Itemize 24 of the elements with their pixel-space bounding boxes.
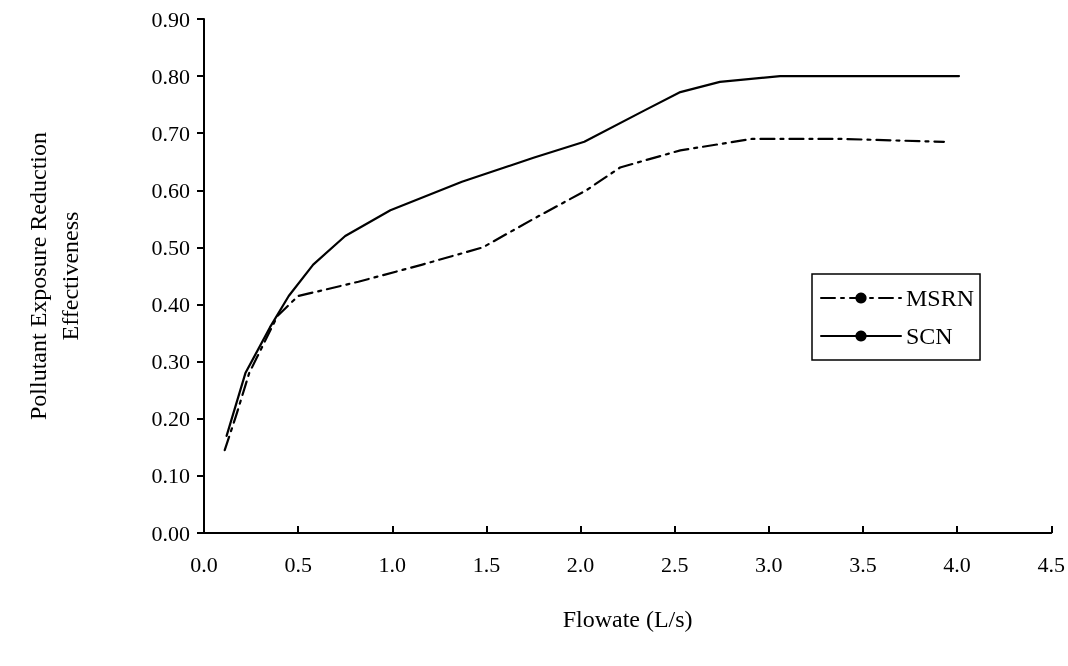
- x-tick-label: 2.5: [660, 551, 689, 577]
- y-tick-label: 0.30: [151, 349, 190, 375]
- y-tick-label: 0.10: [151, 463, 190, 489]
- x-tick-label: 2.0: [566, 551, 595, 577]
- y-tick-label: 0.90: [151, 6, 190, 32]
- x-tick-label: 1.0: [378, 551, 407, 577]
- y-axis-title: Pollutant Exposure Reduction Effectiveness: [25, 132, 83, 420]
- x-tick-label: 3.0: [755, 551, 783, 577]
- y-tick-label: 0.70: [151, 120, 190, 146]
- x-tick-label: 0.0: [190, 551, 218, 577]
- x-tick-label: 3.5: [849, 551, 877, 577]
- legend-label: SCN: [906, 323, 953, 349]
- y-tick-label: 0.50: [151, 234, 190, 260]
- y-tick-label: 0.40: [151, 292, 190, 318]
- x-tick-label: 4.5: [1037, 551, 1065, 577]
- x-tick-label: 4.0: [943, 551, 971, 577]
- y-tick-label: 0.60: [151, 177, 190, 203]
- y-tick-label: 0.20: [151, 406, 190, 432]
- x-tick-label: 1.5: [472, 551, 501, 577]
- x-axis-title: Flowate (L/s): [562, 606, 693, 632]
- y-tick-label: 0.80: [151, 63, 190, 89]
- x-tick-label: 0.5: [284, 551, 312, 577]
- legend-label: MSRN: [906, 285, 975, 311]
- y-tick-label: 0.00: [151, 520, 190, 546]
